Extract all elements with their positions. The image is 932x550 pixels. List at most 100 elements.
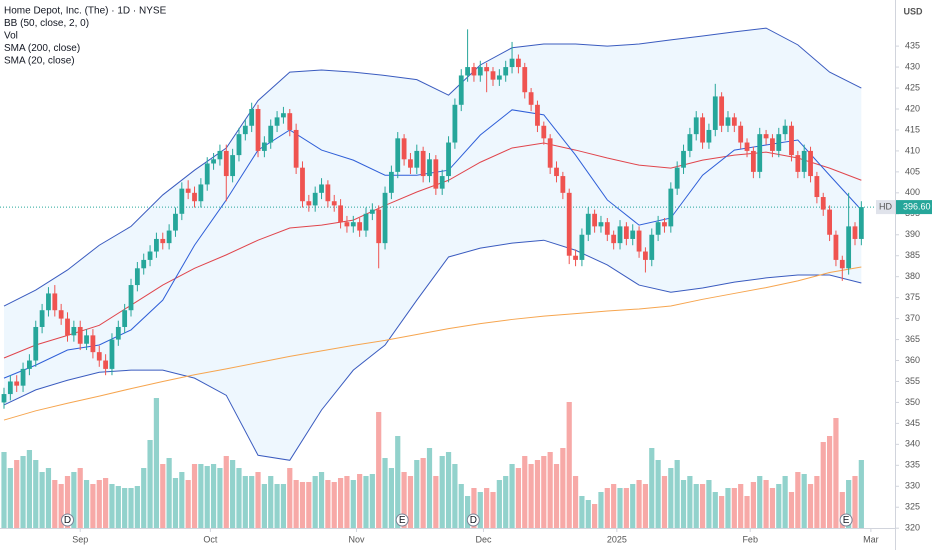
candle-body — [147, 251, 153, 260]
candle-body — [338, 205, 343, 223]
legend-entry: SMA (20, close) — [4, 56, 75, 67]
event-marker[interactable]: E — [395, 513, 409, 527]
volume-bar — [445, 452, 452, 528]
candle-body — [560, 176, 566, 193]
volume-bar — [420, 458, 426, 528]
volume-bar — [382, 458, 388, 528]
candle-body — [674, 167, 680, 189]
candle-body — [839, 259, 845, 269]
candle-body — [490, 71, 496, 80]
volume-bar — [33, 460, 39, 528]
volume-bar — [172, 478, 179, 528]
candle-body — [427, 159, 432, 177]
candle-body — [452, 104, 458, 143]
candle-body — [573, 255, 578, 260]
volume-bar — [719, 496, 725, 528]
candle-body — [782, 125, 788, 135]
volume-bar — [109, 484, 115, 528]
volume-bar — [668, 468, 674, 528]
volume-bar — [534, 460, 541, 528]
event-icon — [839, 513, 853, 527]
event-label: E — [843, 515, 850, 526]
candle-body — [344, 222, 350, 227]
candle-body — [681, 150, 686, 168]
candle-body — [687, 134, 693, 151]
volume-bar — [20, 456, 26, 528]
x-tick-label: Oct — [203, 534, 218, 544]
candle-body — [598, 222, 604, 227]
volume-bar — [312, 476, 318, 528]
x-tick-label: Dec — [475, 534, 492, 544]
candle-body — [643, 251, 648, 260]
candle-body — [300, 167, 305, 202]
volume-bar — [807, 484, 814, 528]
candle-body — [185, 188, 191, 193]
candle-body — [655, 222, 661, 235]
symbol-label: HD — [879, 201, 892, 211]
volume-bar — [585, 500, 591, 528]
volume-bar — [191, 464, 198, 528]
candle-body — [408, 159, 413, 168]
event-marker[interactable]: E — [839, 513, 853, 527]
volume-bar — [350, 480, 356, 528]
volume-bar — [744, 496, 750, 528]
candle-body — [306, 201, 312, 206]
volume-bar — [204, 466, 210, 528]
volume-bar — [287, 468, 293, 528]
candle-body — [255, 108, 261, 151]
volume-bar — [153, 398, 160, 528]
candle-body — [65, 318, 70, 336]
candle-body — [592, 213, 598, 227]
volume-bar — [452, 464, 458, 528]
y-tick-label: 360 — [905, 355, 920, 365]
volume-bar — [376, 412, 382, 528]
candle-body — [484, 67, 490, 72]
volume-bar — [395, 436, 401, 528]
candle-body — [230, 155, 236, 177]
volume-bar — [414, 460, 420, 528]
candle-body — [20, 368, 26, 386]
candle-body — [160, 238, 166, 244]
event-marker[interactable]: D — [61, 513, 75, 527]
volume-bar — [77, 468, 83, 528]
volume-bar — [604, 488, 610, 528]
volume-bar — [96, 480, 102, 528]
volume-bar — [846, 480, 852, 528]
volume-bar — [325, 480, 331, 528]
candle-body — [611, 234, 617, 244]
event-label: D — [470, 515, 477, 526]
y-tick-label: 435 — [905, 40, 920, 50]
volume-bar — [725, 488, 731, 528]
candle-body — [115, 326, 121, 340]
y-tick-label: 325 — [905, 502, 920, 512]
event-marker[interactable]: D — [466, 513, 480, 527]
volume-bar — [357, 474, 363, 528]
volume-bar — [598, 492, 604, 528]
volume-bar — [369, 474, 375, 528]
candle-body — [261, 142, 267, 151]
candle-body — [154, 238, 159, 252]
candle-body — [503, 67, 509, 76]
candle-body — [439, 176, 445, 189]
volume-bar — [210, 464, 217, 528]
volume-bar — [687, 476, 693, 528]
candle-body — [719, 96, 725, 126]
volume-bar — [801, 474, 807, 528]
volume-bar — [7, 468, 13, 528]
volume-bar — [674, 460, 680, 528]
candle-body — [763, 134, 769, 139]
candle-body — [858, 207, 864, 239]
legend-entry: BB (50, close, 2, 0) — [4, 18, 89, 29]
candle-body — [350, 222, 356, 227]
volume-bar — [795, 472, 801, 528]
volume-bar — [553, 464, 560, 528]
y-tick-label: 365 — [905, 334, 920, 344]
candle-body — [331, 201, 337, 206]
band-lower — [3, 239, 862, 461]
axes: USD 320 325 330 335 340 345 350 355 360 365 370 375… — [72, 6, 932, 544]
volume-bar — [547, 452, 553, 528]
candle-body — [465, 67, 470, 76]
y-tick-label: 340 — [905, 439, 920, 449]
candle-body — [52, 293, 58, 311]
volume-bar — [820, 442, 826, 528]
